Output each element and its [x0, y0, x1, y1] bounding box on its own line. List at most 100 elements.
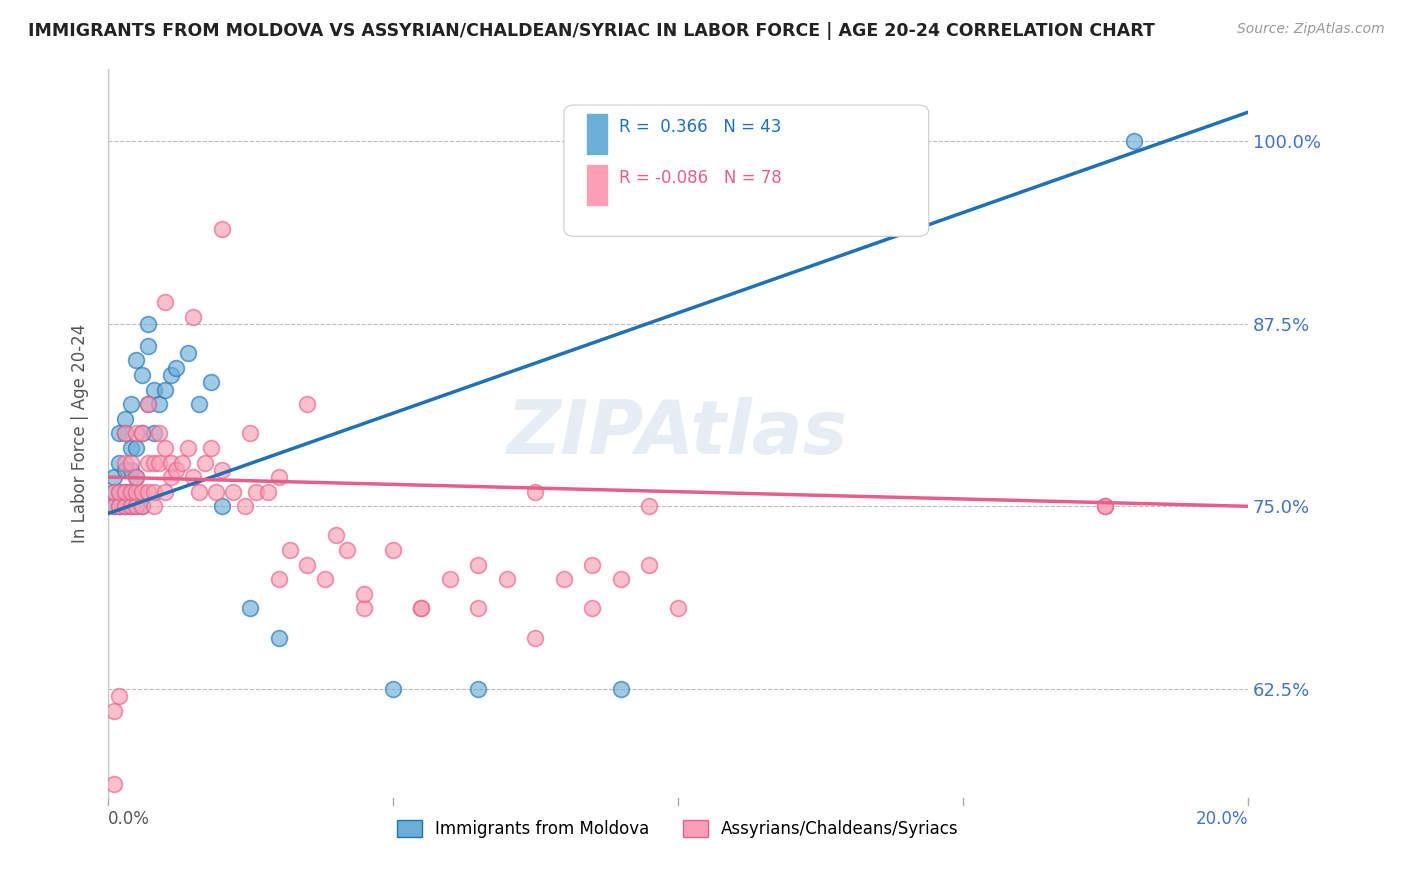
Point [205, 484, 228, 499]
Point [108, 500, 131, 514]
Point [297, 397, 319, 411]
Point [142, 383, 165, 397]
Point [159, 456, 181, 470]
Point [194, 456, 217, 470]
Point [183, 310, 205, 324]
Point [200, 376, 222, 390]
Bar [586, 165, 607, 205]
Point [381, 681, 404, 696]
Point [114, 426, 136, 441]
Point [131, 426, 153, 441]
Point [114, 500, 136, 514]
Point [211, 222, 233, 236]
Point [136, 397, 159, 411]
Point [120, 463, 142, 477]
Text: R =  0.366   N = 43: R = 0.366 N = 43 [619, 118, 780, 136]
Point [142, 456, 165, 470]
Point [136, 456, 159, 470]
Point [125, 470, 148, 484]
Point [103, 500, 125, 514]
Point [439, 572, 461, 586]
Point [211, 500, 233, 514]
Point [411, 601, 433, 615]
Point [467, 681, 489, 696]
Point [211, 463, 233, 477]
FancyBboxPatch shape [564, 105, 929, 236]
Point [267, 631, 290, 645]
Point [1094, 500, 1116, 514]
Point [153, 441, 176, 455]
Point [496, 572, 519, 586]
Point [467, 558, 489, 572]
Point [280, 543, 302, 558]
Point [142, 500, 165, 514]
Point [353, 601, 375, 615]
Point [581, 601, 603, 615]
Point [177, 346, 200, 360]
Point [103, 704, 125, 718]
Point [108, 426, 131, 441]
Bar [586, 114, 607, 154]
Point [120, 500, 142, 514]
Point [131, 500, 153, 514]
Point [108, 484, 131, 499]
Point [125, 353, 148, 368]
Point [267, 470, 290, 484]
Point [120, 484, 142, 499]
Point [125, 500, 148, 514]
Point [103, 776, 125, 790]
Point [120, 484, 142, 499]
Point [245, 484, 267, 499]
Point [165, 360, 187, 375]
Text: Source: ZipAtlas.com: Source: ZipAtlas.com [1237, 22, 1385, 37]
Point [142, 426, 165, 441]
Point [114, 484, 136, 499]
Point [233, 500, 256, 514]
Point [159, 368, 181, 382]
Point [120, 441, 142, 455]
Point [1122, 135, 1144, 149]
Point [120, 500, 142, 514]
Point [148, 426, 170, 441]
Point [136, 317, 159, 331]
Point [353, 587, 375, 601]
Point [553, 572, 575, 586]
Point [314, 572, 336, 586]
Text: R = -0.086   N = 78: R = -0.086 N = 78 [619, 169, 782, 187]
Point [114, 426, 136, 441]
Point [148, 456, 170, 470]
Point [222, 484, 245, 499]
Point [239, 426, 262, 441]
Point [114, 500, 136, 514]
Point [131, 484, 153, 499]
Point [142, 484, 165, 499]
Point [297, 558, 319, 572]
Point [524, 631, 547, 645]
Point [381, 543, 404, 558]
Point [153, 383, 176, 397]
Point [256, 484, 278, 499]
Point [188, 484, 211, 499]
Point [1094, 500, 1116, 514]
Point [103, 470, 125, 484]
Point [108, 500, 131, 514]
Point [325, 528, 347, 542]
Point [120, 397, 142, 411]
Point [125, 500, 148, 514]
Point [581, 558, 603, 572]
Point [103, 484, 125, 499]
Point [165, 463, 187, 477]
Point [638, 558, 661, 572]
Point [666, 601, 689, 615]
Point [239, 601, 262, 615]
Point [120, 456, 142, 470]
Point [188, 397, 211, 411]
Point [131, 500, 153, 514]
Point [131, 368, 153, 382]
Point [125, 470, 148, 484]
Point [108, 456, 131, 470]
Point [136, 339, 159, 353]
Point [267, 572, 290, 586]
Point [177, 441, 200, 455]
Point [638, 500, 661, 514]
